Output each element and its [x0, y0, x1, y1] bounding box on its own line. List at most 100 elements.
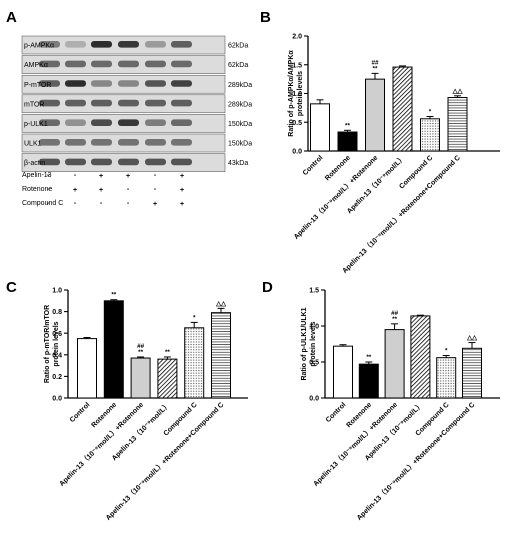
blot-band [65, 99, 86, 107]
blot-band [65, 60, 86, 68]
blot-band [171, 41, 192, 48]
significance-marker: ## [371, 59, 379, 66]
significance-marker: △△ [215, 300, 226, 307]
y-tick-label: 1.0 [52, 288, 62, 295]
blot-band [171, 80, 192, 87]
blot-protein-label: P-mTOR [24, 82, 51, 89]
panel-label-a: A [6, 9, 17, 26]
treatment-mark: - [127, 200, 130, 207]
bar-compound-c [420, 118, 440, 152]
blot-protein-label: mTOR [24, 101, 44, 108]
bar-compound-c [184, 327, 205, 399]
blot-band [118, 158, 139, 166]
treatment-mark: - [74, 172, 77, 179]
treatment-mark: + [99, 173, 103, 180]
bar-apelin-rotenone-compound-c [211, 312, 231, 399]
blot-band [39, 139, 60, 146]
bar-rotenone [337, 131, 358, 152]
category-label: Apelin-13（10⁻⁹mol/L） [345, 154, 407, 216]
y-tick-label: 0.6 [52, 331, 62, 338]
treatment-mark: + [180, 201, 184, 208]
y-axis-label: Ratio of p-mTOR/mTOR [44, 305, 51, 383]
blot-band [65, 119, 86, 126]
blot-protein-label: AMPKα [24, 62, 48, 69]
category-label: Rotenone [90, 401, 118, 429]
chart-panel-b: B 0.0 0.5 1.0 1.5 2.0 Ratio of p-AMPKα/AMPKα p… [260, 9, 500, 275]
bar-rotenone [103, 300, 124, 399]
blot-protein-label: p-ULK1 [24, 121, 48, 128]
bar-apelin [392, 66, 413, 152]
y-tick-label: 0.5 [292, 120, 302, 127]
blot-band [91, 139, 112, 146]
significance-marker: ** [138, 349, 143, 356]
bar-control [77, 338, 97, 399]
treatment-mark: - [47, 200, 50, 207]
category-label: Rotenone [324, 154, 352, 182]
treatment-mark: - [154, 172, 157, 179]
treatment-mark: + [99, 187, 103, 194]
blot-band [65, 139, 86, 146]
blot-band [39, 41, 60, 48]
significance-marker: ** [111, 292, 116, 299]
blot-band [145, 99, 166, 107]
significance-marker: * [193, 314, 196, 321]
blot-band [91, 119, 112, 126]
y-tick-label: 2.0 [292, 34, 302, 41]
blot-band [118, 119, 139, 126]
blot-band [118, 80, 139, 87]
blot-band [65, 41, 86, 48]
blot-kda-label: 289kDa [228, 101, 252, 108]
category-label: Control [302, 154, 325, 177]
blot-band [65, 80, 86, 87]
treatment-mark: - [47, 186, 50, 193]
y-tick-label: 0.0 [52, 396, 62, 403]
bar-apelin-rotenone [130, 357, 151, 399]
blot-band [118, 41, 139, 48]
bar-apelin [157, 358, 178, 399]
panel-label-d: D [262, 279, 273, 296]
blot-band [118, 139, 139, 146]
y-tick-label: 0.4 [52, 352, 62, 359]
bar-control [333, 345, 353, 399]
treatment-mark: - [47, 172, 50, 179]
bar-apelin [410, 315, 431, 399]
blot-band [145, 158, 166, 166]
blot-kda-label: 150kDa [228, 141, 252, 148]
blot-band [171, 60, 192, 68]
blot-band [91, 80, 112, 87]
bar-apelin-rotenone-compound-c [462, 347, 482, 399]
y-axis-label: protein levels [53, 321, 60, 366]
blot-band [65, 158, 86, 166]
blot-band [118, 60, 139, 68]
significance-marker: △△ [466, 335, 477, 342]
blot-band [91, 158, 112, 166]
y-tick-label: 0.8 [52, 309, 62, 316]
blot-band [39, 80, 60, 87]
y-tick-label: 1.0 [292, 91, 302, 98]
blot-band [39, 99, 60, 107]
y-axis-label: Ratio of p-AMPKα/AMPKα [288, 50, 295, 137]
y-tick-label: 0.5 [309, 360, 319, 367]
blot-band [145, 60, 166, 68]
blot-band [39, 119, 60, 126]
bar-apelin-rotenone-compound-c [447, 97, 468, 152]
significance-marker: △△ [452, 88, 463, 95]
blot-band [91, 99, 112, 107]
significance-marker: * [429, 109, 432, 116]
blot-band [145, 139, 166, 146]
chart-panel-c: C 0.0 0.2 0.4 0.6 0.8 1.0 Ratio of p-mTOR/mTOR… [6, 279, 248, 522]
western-blot: p-AMPKα 62kDa AMPKα 62kDa P-mTOR 289kDa mTOR 28… [21, 35, 252, 208]
y-tick-label: 0.0 [309, 396, 319, 403]
blot-kda-label: 43kDa [228, 160, 248, 167]
y-axis-label: protein levels [310, 321, 317, 366]
blot-kda-label: 289kDa [228, 82, 252, 89]
blot-band [145, 80, 166, 87]
treatment-mark: + [180, 187, 184, 194]
treatment-mark: - [100, 200, 103, 207]
y-tick-label: 1.5 [309, 288, 319, 295]
blot-protein-label: p-AMPKα [24, 43, 54, 50]
bar-compound-c [436, 357, 457, 399]
blot-band [91, 41, 112, 48]
y-axis-label: Ratio of p-ULK1/ULK1 [301, 307, 308, 380]
